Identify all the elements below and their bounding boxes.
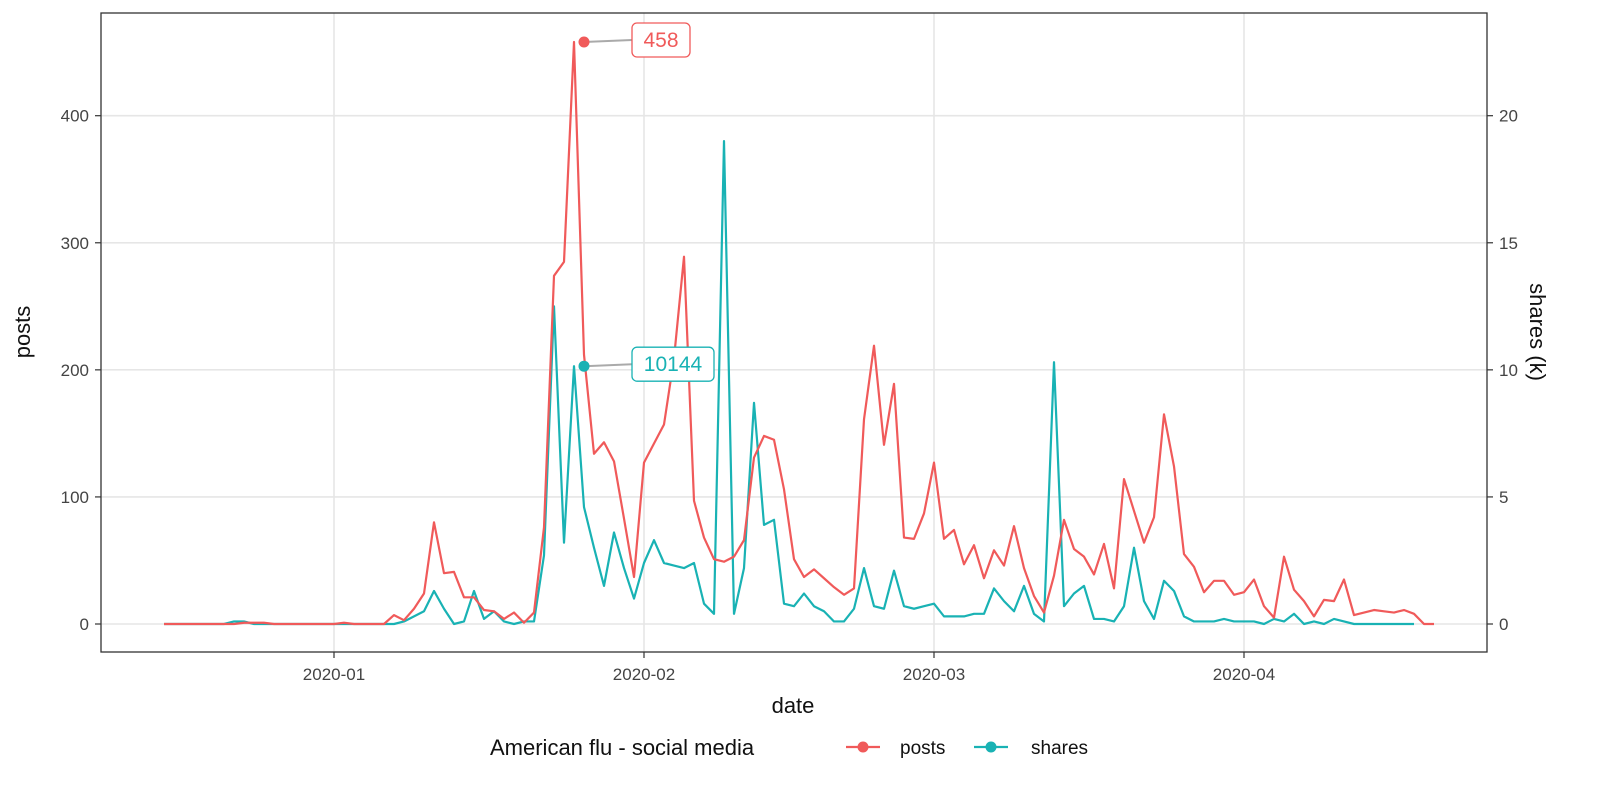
legend-title: American flu - social media (490, 735, 755, 760)
legend-item-shares: shares (974, 738, 1088, 759)
x-axis-title: date (772, 693, 815, 718)
callout-box-shares (631, 346, 715, 382)
legend-item-posts: posts (846, 738, 945, 759)
y-right-tick-label: 5 (1499, 488, 1508, 507)
series-line-shares (164, 140, 1414, 626)
callout-label-posts: 458 (643, 29, 678, 52)
callout-label-shares: 10144 (644, 353, 703, 376)
peak-point-shares (578, 360, 590, 372)
x-tick-label: 2020-02 (613, 665, 675, 684)
y-tick-label: 100 (61, 488, 89, 507)
y-right-tick-label: 15 (1499, 234, 1518, 253)
annotations: 458 10144 (578, 22, 715, 382)
y-axis-title: posts (10, 306, 35, 359)
legend-label-shares: shares (1031, 738, 1088, 759)
x-tick-label: 2020-04 (1213, 665, 1275, 684)
callout-box-posts (631, 22, 691, 58)
y-tick-label: 400 (61, 107, 89, 126)
y-right-tick-label: 0 (1499, 615, 1508, 634)
legend-key-shares-dot (985, 741, 997, 753)
legend-label-posts: posts (900, 738, 945, 759)
axes: 2020-01 2020-02 2020-03 2020-04010020030040… (61, 107, 1518, 684)
callout-leader-shares (583, 363, 633, 368)
legend: American flu - social media posts shares (490, 735, 1088, 760)
peak-point-posts (578, 36, 590, 48)
y-tick-label: 200 (61, 361, 89, 380)
series-line-posts (164, 40, 1434, 626)
y-right-tick-label: 20 (1499, 107, 1518, 126)
y-right-axis-title: shares (k) (1525, 283, 1550, 381)
x-tick-label: 2020-01 (303, 665, 365, 684)
y-right-tick-label: 10 (1499, 361, 1518, 380)
x-tick-label: 2020-03 (903, 665, 965, 684)
y-tick-label: 0 (80, 615, 89, 634)
y-tick-label: 300 (61, 234, 89, 253)
legend-key-posts-dot (857, 741, 869, 753)
plot-panel-border (100, 12, 1488, 653)
series-lines (164, 40, 1434, 626)
callout-leader-posts (583, 39, 633, 43)
